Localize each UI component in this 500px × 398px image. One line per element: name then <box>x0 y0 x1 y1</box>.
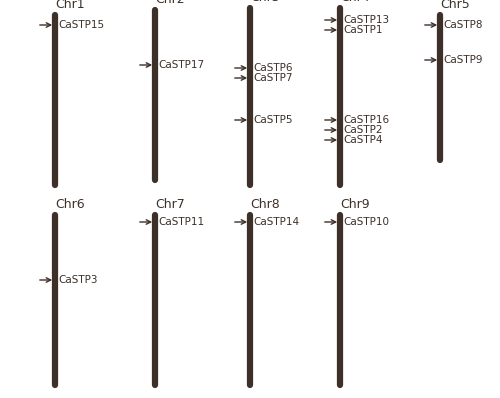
Text: CaSTP4: CaSTP4 <box>343 135 382 145</box>
Text: CaSTP6: CaSTP6 <box>253 63 292 73</box>
Text: CaSTP8: CaSTP8 <box>443 20 482 30</box>
Text: Chr8: Chr8 <box>250 198 280 211</box>
Text: CaSTP7: CaSTP7 <box>253 73 292 83</box>
Text: Chr2: Chr2 <box>155 0 184 6</box>
Text: Chr7: Chr7 <box>155 198 185 211</box>
Text: CaSTP2: CaSTP2 <box>343 125 382 135</box>
Text: Chr6: Chr6 <box>55 198 84 211</box>
Text: CaSTP9: CaSTP9 <box>443 55 482 65</box>
Text: Chr5: Chr5 <box>440 0 470 11</box>
Text: CaSTP17: CaSTP17 <box>158 60 204 70</box>
Text: CaSTP14: CaSTP14 <box>253 217 299 227</box>
Text: CaSTP15: CaSTP15 <box>58 20 104 30</box>
Text: CaSTP13: CaSTP13 <box>343 15 389 25</box>
Text: CaSTP16: CaSTP16 <box>343 115 389 125</box>
Text: Chr9: Chr9 <box>340 198 370 211</box>
Text: CaSTP5: CaSTP5 <box>253 115 292 125</box>
Text: CaSTP1: CaSTP1 <box>343 25 382 35</box>
Text: Chr1: Chr1 <box>55 0 84 11</box>
Text: CaSTP3: CaSTP3 <box>58 275 98 285</box>
Text: Chr3: Chr3 <box>250 0 280 4</box>
Text: Chr4: Chr4 <box>340 0 370 4</box>
Text: CaSTP11: CaSTP11 <box>158 217 204 227</box>
Text: CaSTP10: CaSTP10 <box>343 217 389 227</box>
